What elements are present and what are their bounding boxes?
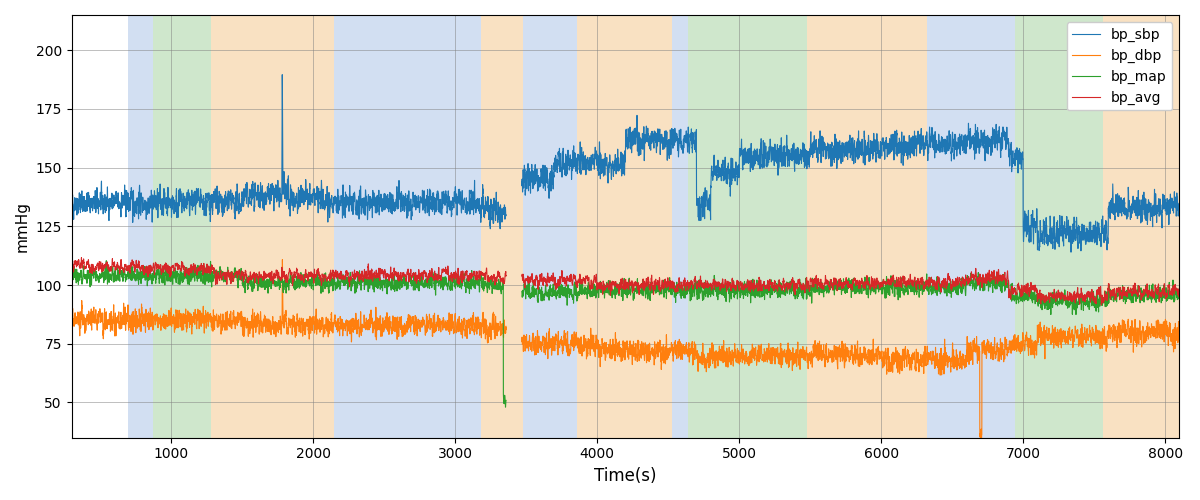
bp_avg (162, 270, 176, 276)
bp_sbp (526, 180, 540, 186)
bp_map (65, 274, 79, 280)
bp_dbp (65, 322, 79, 328)
Bar (523, 15, 577, 438)
Bar (1015, 15, 1103, 438)
bp_dbp (620, 352, 635, 358)
bp_sbp (868, 145, 882, 151)
bp_avg (868, 276, 882, 282)
bp_sbp (1172, 211, 1187, 217)
Bar (577, 15, 672, 438)
Bar (211, 15, 335, 438)
X-axis label: Time(s): Time(s) (594, 467, 656, 485)
bp_map (620, 290, 635, 296)
bp_map (785, 285, 799, 291)
Legend: bp_sbp, bp_dbp, bp_map, bp_avg: bp_sbp, bp_dbp, bp_map, bp_avg (1067, 22, 1172, 110)
Bar (672, 15, 688, 438)
bp_dbp (868, 354, 882, 360)
bp_avg (526, 278, 540, 284)
bp_dbp (526, 330, 540, 336)
Line: bp_dbp: bp_dbp (72, 260, 1180, 441)
bp_dbp (162, 316, 176, 322)
bp_map (241, 278, 256, 284)
bp_sbp (65, 198, 79, 204)
bp_map (1172, 291, 1187, 297)
bp_avg (620, 280, 635, 286)
Bar (128, 15, 152, 438)
Bar (926, 15, 1015, 438)
Bar (152, 15, 211, 438)
Bar (688, 15, 808, 438)
bp_sbp (162, 201, 176, 207)
bp_sbp (241, 195, 256, 201)
bp_dbp (241, 319, 256, 325)
bp_map (868, 284, 882, 290)
bp_sbp (620, 131, 635, 137)
Bar (481, 15, 523, 438)
Bar (808, 15, 926, 438)
bp_map (526, 292, 540, 298)
Line: bp_avg: bp_avg (72, 258, 1180, 305)
bp_avg (65, 263, 79, 269)
bp_dbp (1172, 330, 1187, 336)
bp_avg (1172, 292, 1187, 298)
bp_avg (241, 279, 256, 285)
Line: bp_sbp: bp_sbp (72, 74, 1180, 252)
bp_map (162, 277, 176, 283)
Bar (1103, 15, 1180, 438)
bp_dbp (785, 355, 799, 361)
Line: bp_map: bp_map (72, 260, 1180, 407)
Y-axis label: mmHg: mmHg (16, 201, 30, 252)
bp_avg (785, 278, 799, 283)
Bar (335, 15, 481, 438)
bp_sbp (785, 157, 799, 163)
